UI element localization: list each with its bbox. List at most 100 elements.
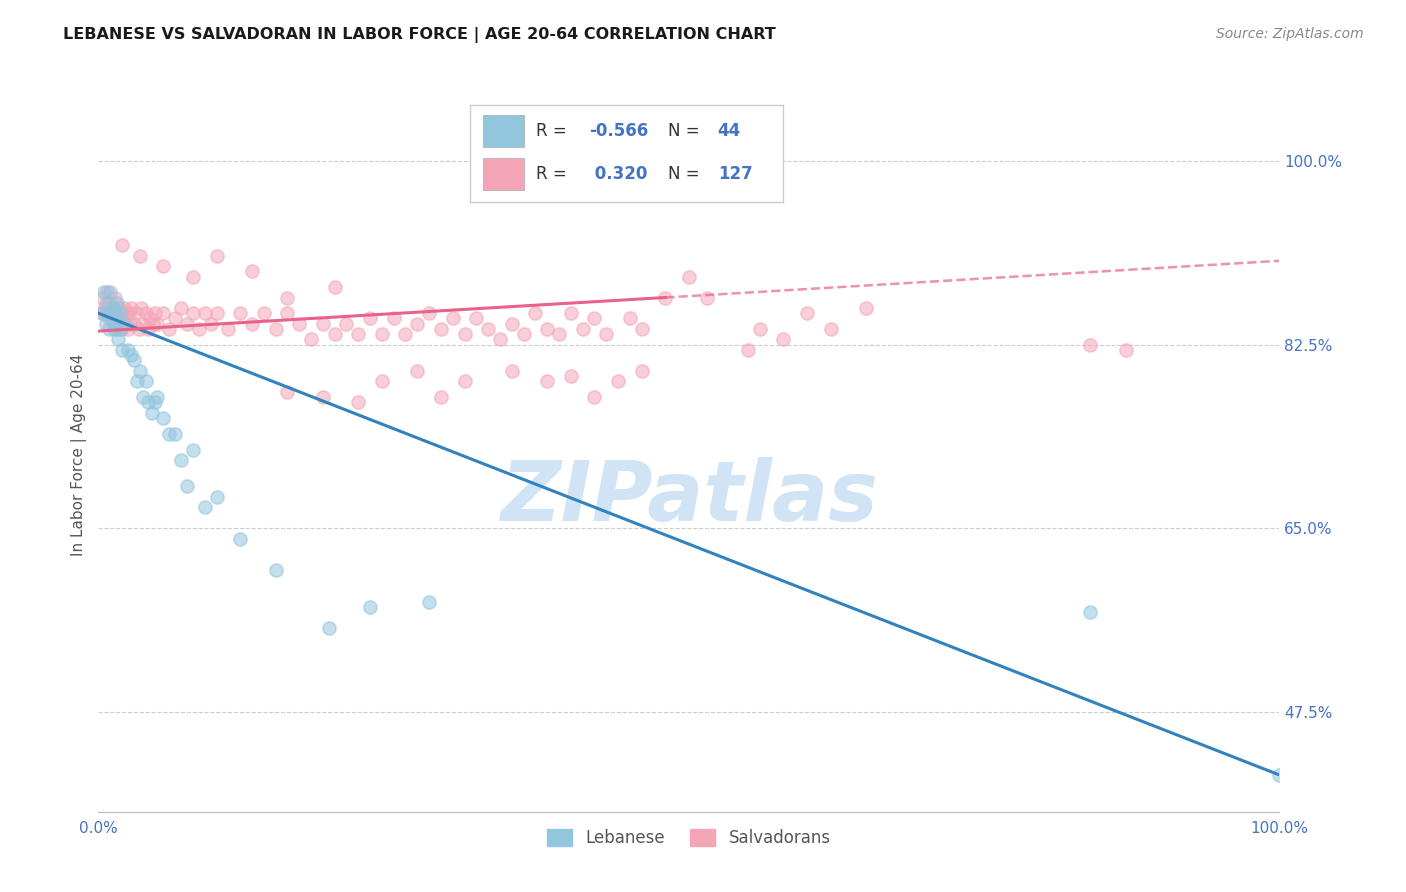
Point bbox=[453, 375, 475, 389]
Point bbox=[146, 390, 169, 404]
Point bbox=[94, 317, 117, 331]
Point bbox=[136, 322, 159, 336]
Point bbox=[318, 621, 340, 635]
Point bbox=[347, 395, 370, 409]
Point bbox=[1115, 343, 1137, 357]
Point bbox=[619, 311, 641, 326]
Point bbox=[276, 306, 298, 320]
Point bbox=[264, 563, 287, 577]
Point bbox=[205, 306, 228, 320]
Point bbox=[98, 322, 121, 336]
Point bbox=[170, 453, 193, 467]
Point bbox=[112, 311, 135, 326]
Point bbox=[100, 306, 122, 320]
Point bbox=[240, 317, 263, 331]
Point bbox=[312, 317, 335, 331]
Point bbox=[737, 343, 759, 357]
Point bbox=[264, 322, 287, 336]
Point bbox=[97, 306, 120, 320]
Point bbox=[205, 490, 228, 504]
Point bbox=[94, 306, 117, 320]
Point bbox=[97, 301, 120, 315]
Point bbox=[229, 306, 252, 320]
Point bbox=[489, 333, 512, 347]
Point bbox=[152, 259, 174, 273]
Point bbox=[583, 390, 606, 404]
Text: ZIPatlas: ZIPatlas bbox=[501, 458, 877, 538]
Point bbox=[132, 390, 155, 404]
Point bbox=[240, 264, 263, 278]
Point bbox=[630, 322, 652, 336]
Point bbox=[114, 317, 136, 331]
Point bbox=[430, 390, 453, 404]
Point bbox=[115, 306, 138, 320]
Point bbox=[135, 375, 157, 389]
Point bbox=[855, 301, 877, 315]
Point bbox=[194, 500, 217, 515]
Legend: Lebanese, Salvadorans: Lebanese, Salvadorans bbox=[540, 822, 838, 854]
Point bbox=[118, 306, 141, 320]
Point bbox=[103, 317, 125, 331]
Point bbox=[441, 311, 464, 326]
Point bbox=[335, 317, 357, 331]
Point bbox=[276, 384, 298, 399]
Point bbox=[128, 248, 150, 262]
Point bbox=[200, 317, 222, 331]
Point bbox=[120, 317, 142, 331]
Point bbox=[98, 311, 121, 326]
Text: LEBANESE VS SALVADORAN IN LABOR FORCE | AGE 20-64 CORRELATION CHART: LEBANESE VS SALVADORAN IN LABOR FORCE | … bbox=[63, 27, 776, 43]
Point bbox=[359, 600, 381, 615]
Point bbox=[117, 322, 139, 336]
Point bbox=[107, 333, 129, 347]
Point bbox=[165, 311, 187, 326]
Point bbox=[135, 306, 157, 320]
Point bbox=[583, 311, 606, 326]
Point bbox=[571, 322, 593, 336]
Y-axis label: In Labor Force | Age 20-64: In Labor Force | Age 20-64 bbox=[72, 354, 87, 556]
Point bbox=[105, 322, 128, 336]
Point bbox=[678, 269, 700, 284]
Point bbox=[560, 306, 582, 320]
Point bbox=[139, 311, 162, 326]
Point bbox=[772, 333, 794, 347]
Point bbox=[512, 327, 534, 342]
Point bbox=[136, 395, 159, 409]
Point bbox=[152, 411, 174, 425]
Point bbox=[548, 327, 571, 342]
Point bbox=[101, 301, 124, 315]
Point bbox=[654, 291, 676, 305]
Point bbox=[229, 532, 252, 546]
Point bbox=[93, 285, 115, 300]
Point bbox=[347, 327, 370, 342]
Point bbox=[501, 364, 523, 378]
Point bbox=[820, 322, 842, 336]
Point bbox=[143, 306, 166, 320]
Point bbox=[323, 327, 346, 342]
Point bbox=[121, 348, 143, 362]
Point bbox=[536, 375, 558, 389]
Point bbox=[112, 301, 135, 315]
Point bbox=[312, 390, 335, 404]
Point bbox=[187, 322, 209, 336]
Point bbox=[477, 322, 499, 336]
Point bbox=[141, 406, 163, 420]
Point bbox=[165, 426, 187, 441]
Point bbox=[105, 295, 128, 310]
Point bbox=[157, 322, 180, 336]
Point bbox=[110, 322, 132, 336]
Point bbox=[108, 306, 131, 320]
Point bbox=[630, 364, 652, 378]
Point bbox=[128, 322, 150, 336]
Point bbox=[205, 248, 228, 262]
Point bbox=[152, 306, 174, 320]
Point bbox=[110, 322, 132, 336]
Point bbox=[371, 375, 394, 389]
Point bbox=[127, 375, 149, 389]
Point bbox=[93, 301, 115, 315]
Point bbox=[1268, 768, 1291, 782]
Point bbox=[101, 301, 124, 315]
Point bbox=[382, 311, 405, 326]
Point bbox=[465, 311, 488, 326]
Point bbox=[1080, 605, 1102, 619]
Point bbox=[394, 327, 416, 342]
